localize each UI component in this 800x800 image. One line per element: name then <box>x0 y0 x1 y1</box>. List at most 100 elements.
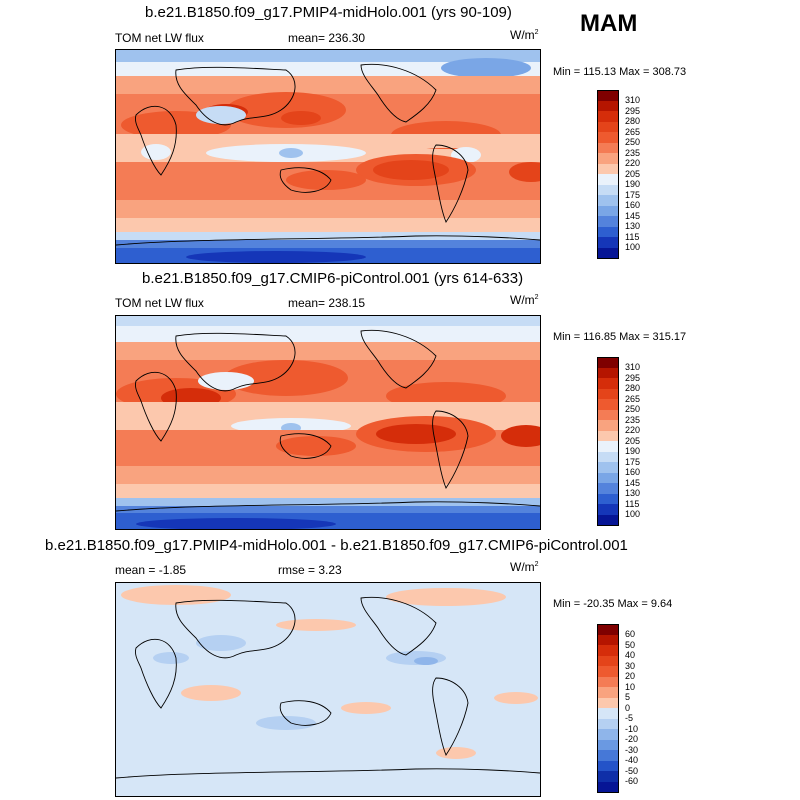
colorbar-swatch <box>597 111 619 122</box>
colorbar-tick-label: 100 <box>625 509 641 519</box>
colorbar-swatch <box>597 676 619 688</box>
colorbar-swatch <box>597 634 619 646</box>
panel3-map-field <box>116 583 540 796</box>
colorbar-swatch <box>597 163 619 175</box>
colorbar-tick-label: 115 <box>625 498 640 509</box>
colorbar-tick-label: 190 <box>625 446 641 456</box>
colorbar-swatch <box>597 216 619 227</box>
colorbar-tick-label: -20 <box>625 734 639 744</box>
colorbar-swatch <box>597 174 619 185</box>
colorbar-swatch <box>597 666 619 677</box>
colorbar-tick-label: 30 <box>625 660 636 671</box>
panel1-map-field <box>116 50 540 263</box>
colorbar-swatch <box>597 655 619 667</box>
panel1-map <box>115 49 541 264</box>
colorbar-tick-label: 205 <box>625 435 641 446</box>
colorbar-swatch <box>597 184 619 196</box>
panel3-colorbar: 60 50 40 30 20 10 5 0 -5 -10 -20 -30 -40 -50 -60 <box>597 624 638 793</box>
panel1-units: W/m2 <box>510 28 539 42</box>
panel2-map <box>115 315 541 530</box>
panel2-minmax: Min = 116.85 Max = 315.17 <box>553 331 687 343</box>
colorbar-swatch <box>597 514 619 526</box>
colorbar-tick-label: 100 <box>625 242 641 252</box>
colorbar-tick-label: 160 <box>625 467 641 477</box>
panel1-title: b.e21.B1850.f09_g17.PMIP4-midHolo.001 (y… <box>145 4 512 21</box>
colorbar-swatch <box>597 739 619 751</box>
colorbar-swatch <box>597 697 619 709</box>
colorbar-swatch <box>597 121 619 133</box>
colorbar-swatch <box>597 708 619 719</box>
panel2-title: b.e21.B1850.f09_g17.CMIP6-piControl.001 … <box>142 270 524 287</box>
colorbar-tick-label: 310 <box>625 95 641 105</box>
colorbar-swatch <box>597 195 619 206</box>
colorbar-tick-label: 220 <box>625 425 641 435</box>
colorbar-swatch <box>597 357 619 368</box>
units-base: W/m <box>510 560 535 574</box>
colorbar-swatch <box>597 430 619 442</box>
colorbar-swatch <box>597 729 619 740</box>
colorbar-swatch <box>597 247 619 259</box>
colorbar-tick-label: 205 <box>625 168 641 179</box>
colorbar-swatch <box>597 760 619 772</box>
colorbar-swatch <box>597 378 619 389</box>
colorbar-swatch <box>597 781 619 793</box>
colorbar-swatch <box>597 142 619 154</box>
colorbar-swatch <box>597 504 619 515</box>
colorbar-tick-label: 145 <box>625 477 641 488</box>
colorbar-swatch <box>597 771 619 782</box>
panel2-mean: mean= 238.15 <box>288 296 366 310</box>
colorbar-tick-label: 20 <box>625 671 636 681</box>
colorbar-tick-label: 280 <box>625 116 641 126</box>
colorbar-tick-label: -30 <box>625 744 639 755</box>
colorbar-tick-label: 145 <box>625 210 641 221</box>
units-exp: 2 <box>534 29 539 36</box>
panel3-map <box>115 582 541 797</box>
colorbar-tick-label: -60 <box>625 776 639 786</box>
panel3-mean: mean = -1.85 <box>115 563 187 577</box>
panel2-colorbar: 310 295 280 265 250 235 220 205 190 175 160 145 130 1… <box>597 357 640 526</box>
colorbar-tick-label: -5 <box>625 713 634 723</box>
colorbar-tick-label: -10 <box>625 723 639 734</box>
colorbar-swatch <box>597 462 619 473</box>
units-exp: 2 <box>534 561 539 568</box>
panel1-minmax: Min = 115.13 Max = 308.73 <box>553 66 687 78</box>
colorbar-tick-label: 280 <box>625 383 641 393</box>
panel2-units: W/m2 <box>510 293 539 307</box>
units-base: W/m <box>510 28 535 42</box>
colorbar-tick-label: 190 <box>625 179 641 189</box>
colorbar-swatch <box>597 687 619 698</box>
colorbar-tick-label: 130 <box>625 221 641 231</box>
colorbar-swatch <box>597 472 619 484</box>
colorbar-swatch <box>597 718 619 730</box>
colorbar-tick-label: 295 <box>625 372 641 383</box>
colorbar-swatch <box>597 420 619 431</box>
colorbar-swatch <box>597 441 619 452</box>
colorbar-tick-label: 175 <box>625 189 641 200</box>
colorbar-swatch <box>597 90 619 101</box>
colorbar-swatch <box>597 409 619 421</box>
colorbar-tick-label: 160 <box>625 200 641 210</box>
panel3-minmax: Min = -20.35 Max = 9.64 <box>553 598 673 610</box>
colorbar-tick-label: 310 <box>625 362 641 372</box>
panel3-title: b.e21.B1850.f09_g17.PMIP4-midHolo.001 - … <box>45 537 628 554</box>
colorbar-swatch <box>597 367 619 379</box>
colorbar-swatch <box>597 624 619 635</box>
panel3-rmse: rmse = 3.23 <box>278 563 342 577</box>
colorbar-tick-label: 5 <box>625 692 631 702</box>
colorbar-tick-label: 60 <box>625 629 636 639</box>
panel2-map-field <box>116 316 540 529</box>
colorbar-tick-label: 115 <box>625 231 640 242</box>
units-exp: 2 <box>534 294 539 301</box>
colorbar-tick-label: 295 <box>625 105 641 116</box>
colorbar-tick-label: 40 <box>625 650 636 660</box>
panel2-left-label: TOM net LW flux <box>115 296 204 310</box>
colorbar-swatch <box>597 100 619 112</box>
colorbar-tick-label: 235 <box>625 414 641 425</box>
panel1-left-label: TOM net LW flux <box>115 31 204 45</box>
colorbar-tick-label: 250 <box>625 404 641 414</box>
colorbar-swatch <box>597 153 619 164</box>
units-base: W/m <box>510 293 535 307</box>
colorbar-swatch <box>597 226 619 238</box>
colorbar-tick-label: 265 <box>625 126 641 137</box>
colorbar-swatch <box>597 493 619 505</box>
